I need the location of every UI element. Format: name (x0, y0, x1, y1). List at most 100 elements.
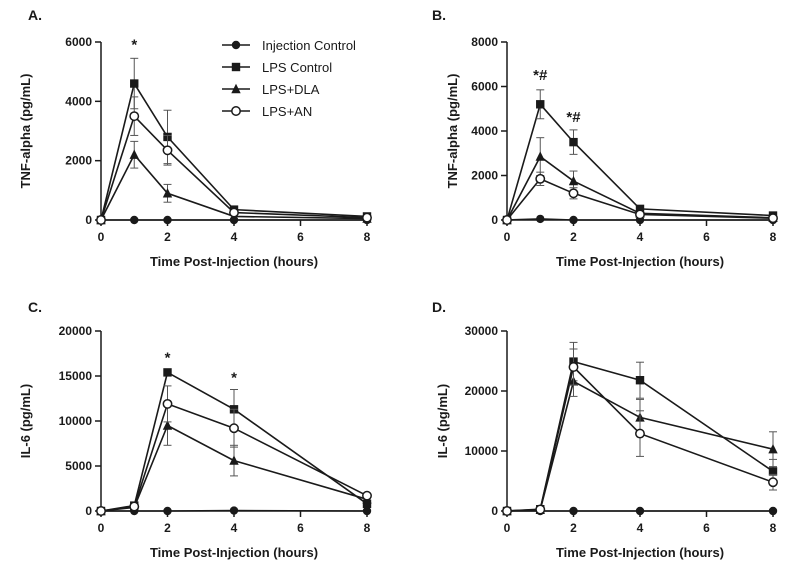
data-point (163, 215, 172, 225)
x-tick-label: 2 (164, 230, 171, 244)
data-point (768, 477, 778, 488)
data-point (129, 149, 139, 159)
data-point (536, 214, 545, 224)
data-point (635, 428, 645, 439)
data-point (635, 506, 645, 516)
y-tick-label: 8000 (471, 35, 498, 49)
y-tick-label: 4000 (65, 94, 92, 108)
data-point (768, 506, 778, 516)
data-point (768, 467, 778, 476)
panel-d: D. 0 10000 20000 30000 0 2 4 6 8 Time Post-Injecti… (432, 299, 778, 560)
legend-marker (231, 62, 241, 72)
panel-label: D. (432, 299, 446, 315)
legend-marker (231, 83, 241, 94)
data-point (535, 151, 545, 161)
data-point (163, 506, 172, 516)
panel-b: B. 0 2000 4000 6000 8000 0 2 4 6 8 Time Post-Inject… (432, 7, 778, 269)
data-point (569, 215, 578, 225)
y-tick-label: 15000 (59, 369, 93, 383)
x-tick-label: 4 (637, 521, 644, 535)
legend-entry: LPS+DLA (222, 82, 320, 97)
y-tick-label: 2000 (65, 154, 92, 168)
data-point (502, 506, 512, 516)
legend-label: LPS+AN (262, 104, 312, 119)
y-axis-title: TNF-alpha (pg/mL) (18, 74, 33, 189)
data-point (569, 137, 578, 147)
data-point (129, 111, 140, 122)
legend-entry: LPS Control (222, 60, 332, 75)
x-tick-label: 2 (164, 521, 171, 535)
legend-label: Injection Control (262, 38, 356, 53)
data-point (362, 506, 372, 516)
data-point (162, 398, 173, 409)
panel-c: C. 0 5000 10000 15000 20000 0 2 4 6 8 Time Post-Inj… (18, 299, 372, 560)
y-tick-label: 6000 (65, 35, 92, 49)
x-tick-label: 6 (703, 521, 710, 535)
significance-marker: *# (566, 109, 581, 126)
significance-marker: *# (533, 67, 548, 84)
data-point (568, 362, 579, 372)
y-tick-label: 10000 (465, 444, 499, 458)
panel-a: A. 0 2000 4000 6000 0 2 4 6 8 Time Post-Injection … (18, 7, 372, 269)
series-open-circle (502, 348, 778, 516)
y-tick-label: 30000 (465, 324, 499, 338)
y-tick-label: 0 (85, 213, 92, 227)
data-point (568, 188, 579, 199)
y-axis-title: IL-6 (pg/mL) (435, 384, 450, 458)
y-tick-label: 5000 (65, 459, 92, 473)
data-point (768, 213, 778, 224)
data-point (362, 490, 372, 501)
y-tick-label: 2000 (471, 169, 498, 183)
data-point (569, 506, 578, 516)
data-point (162, 420, 173, 430)
data-point (229, 506, 239, 515)
data-point (502, 215, 512, 225)
x-tick-label: 8 (770, 230, 777, 244)
legend-marker (231, 106, 241, 116)
legend-entry: Injection Control (222, 38, 356, 53)
series-open-circle (96, 385, 372, 516)
y-tick-label: 20000 (465, 384, 499, 398)
x-tick-label: 6 (297, 230, 304, 244)
x-tick-label: 0 (98, 521, 105, 535)
series-open-circle (96, 96, 372, 225)
x-tick-label: 6 (703, 230, 710, 244)
panel-label: A. (28, 7, 42, 23)
y-tick-label: 0 (491, 213, 498, 227)
significance-marker: * (131, 36, 137, 53)
x-tick-label: 6 (297, 521, 304, 535)
y-tick-label: 0 (491, 504, 498, 518)
x-axis-title: Time Post-Injection (hours) (556, 254, 724, 269)
series-line (100, 114, 368, 221)
y-tick-label: 20000 (59, 324, 93, 338)
data-point (635, 376, 645, 385)
x-tick-label: 2 (570, 230, 577, 244)
data-point (163, 368, 172, 377)
data-point (768, 444, 778, 454)
y-axis-title: IL-6 (pg/mL) (18, 384, 33, 458)
y-axis-title: TNF-alpha (pg/mL) (445, 74, 460, 189)
data-point (362, 499, 372, 508)
x-tick-label: 4 (231, 230, 238, 244)
data-point (568, 175, 579, 186)
data-point (229, 423, 239, 434)
x-tick-label: 8 (364, 230, 371, 244)
data-point (96, 506, 106, 516)
significance-marker: * (165, 350, 171, 367)
x-tick-label: 0 (98, 230, 105, 244)
y-tick-label: 10000 (59, 414, 93, 428)
series-square (502, 89, 778, 225)
data-point (162, 145, 173, 156)
data-point (229, 207, 239, 218)
panel-label: B. (432, 7, 446, 23)
y-tick-label: 6000 (471, 80, 498, 94)
data-point (635, 209, 645, 220)
data-point (129, 501, 140, 512)
data-point (535, 504, 546, 515)
data-point (130, 215, 139, 225)
x-axis-title: Time Post-Injection (hours) (556, 545, 724, 560)
legend-label: LPS+DLA (262, 82, 320, 97)
x-tick-label: 4 (231, 521, 238, 535)
legend-entry: LPS+AN (222, 104, 312, 119)
